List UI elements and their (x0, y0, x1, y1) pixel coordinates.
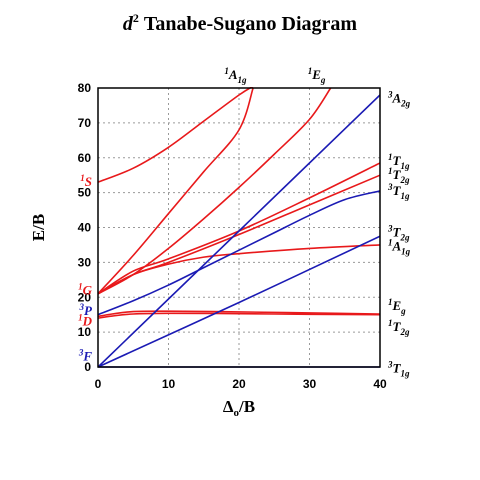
chart-title-main: Tanabe-Sugano Diagram (144, 13, 358, 35)
series-line-2 (98, 87, 254, 295)
right-term-3T2g: 3T2g (387, 224, 410, 243)
left-term-1S: 1S (80, 173, 92, 189)
top-term-1Eg: 1Eg (308, 66, 326, 85)
left-term-1G: 1G (78, 281, 93, 297)
chart-title-config-sup: 2 (133, 11, 139, 25)
x-axis-label: Δo/B (223, 397, 255, 419)
right-term-3T1g: 3T1g (387, 182, 410, 201)
right-term-1T2g: 1T2g (388, 318, 410, 337)
x-axis-label-delta: Δ (223, 397, 234, 416)
term-labels: 1S1G3P1D3F3A2g1T1g1T2g3T1g3T2g1A1g1Eg1T2… (78, 66, 411, 379)
chart-title-config: d (123, 13, 134, 35)
y-tick-label: 50 (78, 186, 92, 200)
series-line-7 (98, 310, 380, 318)
top-term-1A1g: 1A1g (224, 66, 247, 85)
x-tick-label: 0 (95, 377, 102, 391)
y-tick-label: 0 (84, 360, 91, 374)
y-tick-label: 30 (78, 255, 92, 269)
series-line-9 (98, 190, 380, 316)
series-line-1 (98, 87, 254, 183)
series-line-10 (98, 94, 380, 368)
left-term-3F: 3F (78, 348, 93, 364)
series-line-6 (98, 244, 380, 295)
y-tick-label: 80 (78, 81, 92, 95)
left-term-3P: 3P (79, 302, 94, 318)
tick-labels: 0 10 20 30 40 0 10 20 30 40 50 60 70 80 (78, 81, 387, 391)
x-axis-label-rest: /B (238, 397, 255, 416)
left-term-1D: 1D (78, 313, 93, 329)
plot-frame (97, 87, 381, 368)
series-line-11 (98, 235, 380, 368)
right-term-1Eg: 1Eg (388, 297, 406, 316)
x-axis-label-sub: o (234, 407, 240, 419)
x-tick-label: 10 (162, 377, 176, 391)
right-term-1A1g: 1A1g (388, 238, 411, 257)
series-line-4 (98, 162, 380, 295)
y-tick-label: 20 (78, 290, 92, 304)
y-tick-label: 70 (78, 116, 92, 130)
y-axis-label: E/B (29, 214, 48, 241)
x-tick-label: 20 (232, 377, 246, 391)
x-tick-label: 40 (373, 377, 387, 391)
series-group (98, 87, 380, 368)
grid (98, 88, 380, 367)
y-tick-label: 10 (78, 325, 92, 339)
series-line-8 (98, 312, 380, 319)
y-tick-label: 40 (78, 221, 92, 235)
right-term-3T1g: 3T1g (387, 360, 410, 379)
right-term-3A2g: 3A2g (387, 89, 411, 108)
y-tick-label: 60 (78, 151, 92, 165)
right-term-1T1g: 1T1g (388, 152, 410, 171)
x-tick-label: 30 (303, 377, 317, 391)
chart-title: d2 Tanabe-Sugano Diagram (123, 11, 358, 35)
right-term-1T2g: 1T2g (388, 166, 410, 185)
